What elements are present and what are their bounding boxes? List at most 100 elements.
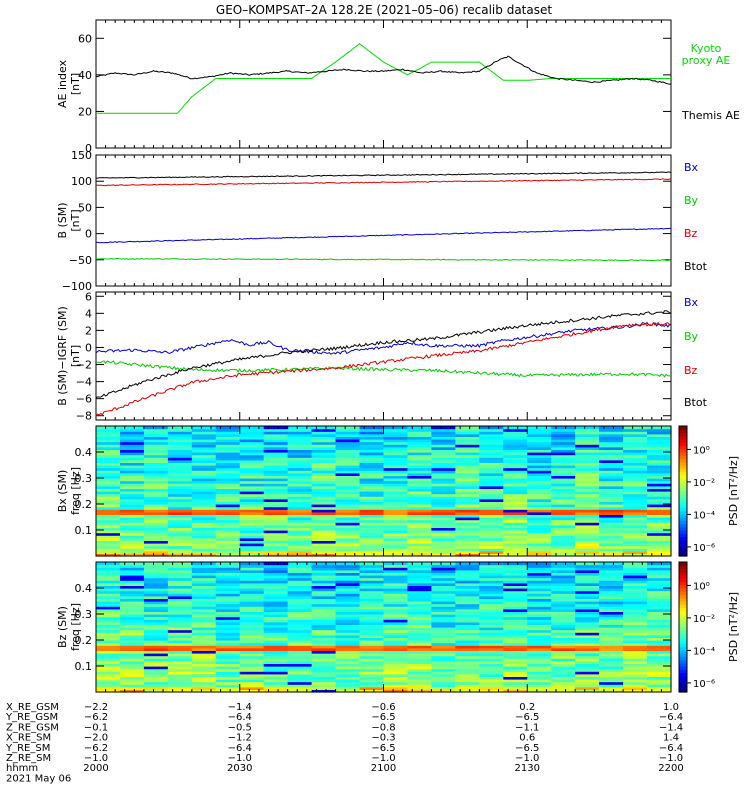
spectrogram-cell bbox=[599, 658, 624, 662]
spectrogram-cell bbox=[551, 462, 576, 466]
spectrogram-cell bbox=[287, 436, 313, 440]
spectrogram-cell bbox=[431, 601, 456, 605]
spectrogram-cell bbox=[551, 454, 576, 458]
spectrogram-cell bbox=[599, 543, 624, 547]
spectrogram-cell bbox=[119, 658, 145, 662]
spectrogram-cell bbox=[455, 478, 480, 482]
spectrogram-cell bbox=[359, 480, 385, 484]
spectrogram-cell bbox=[215, 478, 241, 482]
spectrogram-cell bbox=[575, 588, 600, 592]
spectrogram-cell bbox=[96, 488, 121, 492]
spectrogram-cell bbox=[383, 650, 409, 654]
spectrogram-cell bbox=[407, 475, 433, 479]
spectrogram-cell bbox=[383, 506, 409, 510]
spectrogram-cell bbox=[119, 673, 145, 677]
y-tick-label: 0.1 bbox=[75, 524, 93, 537]
spectrogram-cell bbox=[623, 530, 648, 534]
spectrogram-cell bbox=[431, 467, 456, 471]
spectrogram-cell bbox=[167, 564, 193, 568]
spectrogram-cell bbox=[119, 493, 145, 497]
spectrogram-cell bbox=[479, 480, 504, 484]
spectrogram-cell bbox=[455, 616, 480, 620]
spectrogram-cell bbox=[143, 655, 169, 659]
spectrogram-cell bbox=[239, 509, 265, 513]
spectrogram-cell bbox=[311, 441, 337, 445]
spectrogram-cell bbox=[503, 548, 528, 552]
spectrogram-cell bbox=[599, 642, 624, 646]
spectrogram-cell bbox=[383, 467, 409, 471]
colorbar-swatch bbox=[679, 594, 687, 599]
spectrogram-cell bbox=[527, 527, 552, 531]
spectrogram-cell bbox=[599, 575, 624, 579]
spectrogram-cell bbox=[623, 465, 648, 469]
spectrogram-cell bbox=[96, 498, 121, 502]
spectrogram-cell bbox=[96, 608, 121, 612]
spectrogram-cell bbox=[119, 653, 145, 657]
spectrogram-cell bbox=[527, 509, 552, 513]
spectrogram-cell bbox=[479, 457, 504, 461]
spectrogram-cell bbox=[143, 650, 169, 654]
spectrogram-cell bbox=[407, 550, 433, 554]
spectrogram-cell bbox=[167, 621, 193, 625]
spectrogram-cell bbox=[575, 575, 600, 579]
spectrogram-cell bbox=[215, 517, 241, 521]
spectrogram-cell bbox=[263, 601, 289, 605]
spectrogram-cell bbox=[143, 496, 169, 500]
spectrogram-cell bbox=[479, 465, 504, 469]
spectrogram-cell bbox=[287, 511, 313, 515]
spectrogram-cell bbox=[431, 493, 456, 497]
y-tick-label: 0 bbox=[85, 341, 92, 354]
spectrogram-cell bbox=[599, 535, 624, 539]
spectrogram-cell bbox=[479, 598, 504, 602]
spectrogram-cell bbox=[575, 511, 600, 515]
spectrogram-cell bbox=[287, 569, 313, 573]
colorbar-swatch bbox=[679, 484, 687, 489]
spectrogram-cell bbox=[287, 506, 313, 510]
spectrogram-cell bbox=[335, 467, 361, 471]
spectrogram-cell bbox=[215, 689, 241, 693]
spectrogram-cell bbox=[527, 572, 552, 576]
spectrogram-cell bbox=[551, 540, 576, 544]
spectrogram-cell bbox=[287, 532, 313, 536]
colorbar-swatch bbox=[679, 546, 687, 551]
spectrogram-cell bbox=[575, 673, 600, 677]
spectrogram-cell bbox=[359, 545, 385, 549]
spectrogram-cell bbox=[383, 567, 409, 571]
spectrogram-cell bbox=[503, 590, 528, 594]
spectrogram-cell bbox=[407, 621, 433, 625]
series-line-bz bbox=[95, 178, 671, 187]
spectrogram-cell bbox=[191, 498, 217, 502]
spectrogram-cell bbox=[335, 627, 361, 631]
colorbar-swatch bbox=[679, 633, 687, 638]
spectrogram-cell bbox=[407, 580, 433, 584]
spectrogram-cell bbox=[527, 537, 552, 541]
spectrogram-cell bbox=[455, 485, 480, 489]
spectrogram-cell bbox=[311, 457, 337, 461]
spectrogram-cell bbox=[335, 588, 361, 592]
spectrogram-cell bbox=[479, 681, 504, 685]
spectrogram-cell bbox=[311, 621, 337, 625]
spectrogram-cell bbox=[431, 519, 456, 523]
spectrogram-cell bbox=[263, 668, 289, 672]
spectrogram-cell bbox=[359, 681, 385, 685]
spectrogram-cell bbox=[215, 457, 241, 461]
spectrogram-cell bbox=[647, 595, 672, 599]
spectrogram-cell bbox=[119, 562, 145, 566]
spectrogram-cell bbox=[527, 593, 552, 597]
spectrogram-cell bbox=[239, 436, 265, 440]
spectrogram-cell bbox=[263, 517, 289, 521]
spectrogram-cell bbox=[407, 454, 433, 458]
spectrogram-cell bbox=[503, 642, 528, 646]
spectrogram-cell bbox=[239, 426, 265, 430]
spectrogram-cell bbox=[407, 501, 433, 505]
spectrogram-cell bbox=[407, 629, 433, 633]
spectrogram-cell bbox=[263, 548, 289, 552]
spectrogram-cell bbox=[335, 483, 361, 487]
spectrogram-cell bbox=[575, 676, 600, 680]
spectrogram-cell bbox=[551, 621, 576, 625]
spectrogram-cell bbox=[239, 488, 265, 492]
spectrogram-cell bbox=[143, 480, 169, 484]
spectrogram-cell bbox=[407, 562, 433, 566]
spectrogram-cell bbox=[335, 572, 361, 576]
